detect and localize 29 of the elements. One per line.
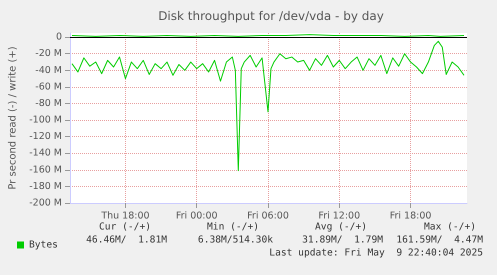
line-series: [71, 40, 465, 172]
text: Last update: Fri May 9 22:40:04 2025: [269, 248, 484, 258]
text: 161.59M/ 4.47M: [396, 234, 484, 246]
y-tick-label: -80 M: [35, 98, 62, 109]
chart-title: Disk throughput for /dev/vda - by day: [158, 9, 384, 23]
y-tick-label: -20 M: [35, 48, 62, 60]
text: Avg (-/+): [315, 222, 367, 232]
y-tick-label: -40 M: [35, 64, 62, 76]
y-tick-label: 0: [56, 32, 62, 43]
x-tick-label: Thu 18:00: [100, 210, 150, 222]
text: Max (-/+): [424, 222, 476, 232]
x-tick-label: Fri 06:00: [247, 210, 289, 222]
x-tick-label: Fri 12:00: [318, 210, 360, 222]
y-tick-label: -120 M: [29, 131, 62, 142]
y-tick-label: -200 M: [29, 198, 62, 208]
y-tick-label: -180 M: [29, 180, 62, 192]
y-tick-label: -100 M: [29, 114, 62, 126]
x-tick-label: Fri 18:00: [390, 210, 432, 222]
text: 31.89M/ 1.79M: [302, 234, 384, 246]
y-tick-label: -60 M: [35, 81, 62, 92]
text: 46.46M/ 1.81M: [86, 234, 168, 246]
y-tick-label: -140 M: [29, 148, 62, 159]
text: Cur (-/+): [99, 222, 151, 232]
text: Min (-/+): [207, 222, 259, 232]
y-tick-label: -160 M: [29, 164, 62, 176]
text: 6.38M/514.30k: [198, 234, 274, 246]
legend-label: Bytes: [29, 240, 58, 250]
x-tick-label: Fri 00:00: [176, 210, 218, 222]
y-axis-title: Pr second read (-) / write (+): [8, 46, 18, 190]
